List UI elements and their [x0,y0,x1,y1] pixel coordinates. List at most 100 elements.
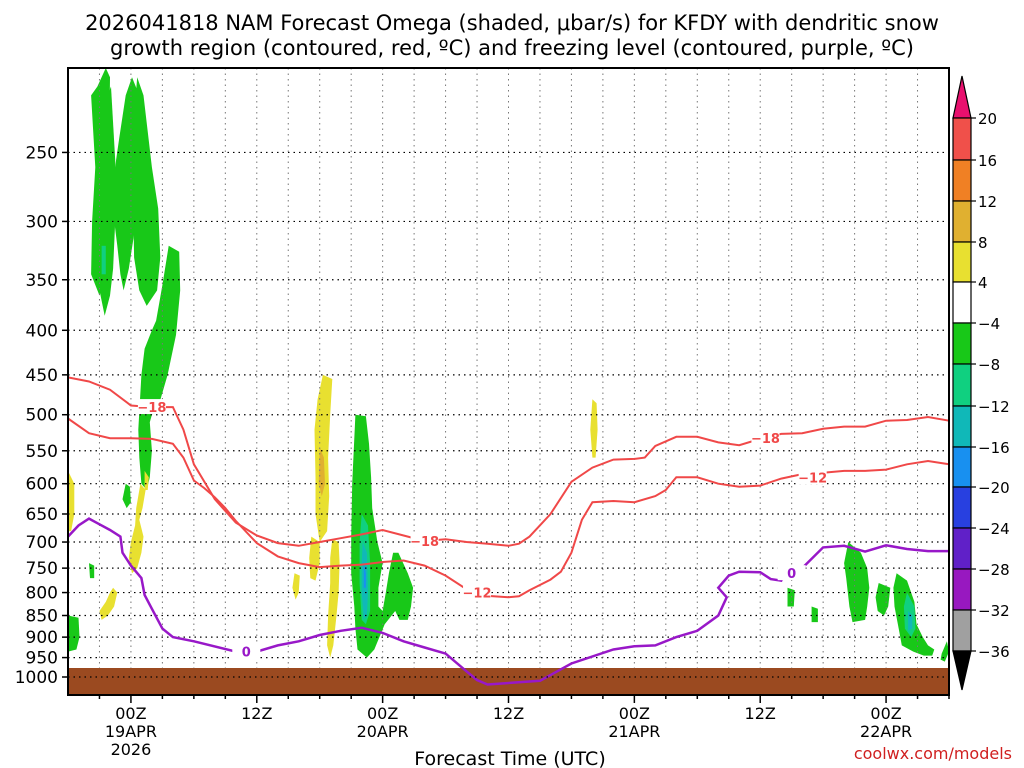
colorbar-label-11: −28 [978,561,1010,579]
dgz-upper-contour [67,376,950,547]
y-tick-650: 650 [26,505,58,525]
dgz-label-1-bg [137,399,166,415]
y-tick-600: 600 [26,475,58,495]
dgz-label-4-bg [751,430,780,446]
x-tick-date-6: 22APR [860,722,912,741]
x-tick-date-0: 19APR [105,722,157,741]
omega-region-1 [111,77,140,291]
colorbar: 20 16 12 8 4 −4 −8 −12 −16 −20 −24 −28 −32 −36 [952,75,1010,691]
colorbar-label-12: −32 [978,602,1010,620]
omega-region-9 [787,587,795,607]
dgz-label-5: −12 [798,471,827,486]
y-tick-850: 850 [26,607,58,627]
chart-subtitle: growth region (contoured, red, ºC) and f… [110,36,914,60]
omega-region-7 [89,563,95,579]
y-tick-400: 400 [26,321,58,341]
colorbar-swatch-5 [952,322,972,365]
credit-text: coolwx.com/models [854,744,1012,763]
y-tick-500: 500 [26,406,58,426]
omega-region-17 [101,245,106,275]
colorbar-bottom-arrow [952,650,972,691]
y-tick-450: 450 [26,366,58,386]
freezing-label-1: 0 [242,646,251,661]
colorbar-label-9: −20 [978,479,1010,497]
x-tick-date-4: 21APR [608,722,660,741]
colorbar-swatch-9 [952,486,972,529]
omega-region-6 [122,483,131,509]
surface-terrain [68,668,949,695]
x-tick-1: 12Z [241,704,272,723]
colorbar-label-4: 4 [978,274,988,292]
colorbar-swatch-1 [952,159,972,202]
y-tick-300: 300 [26,212,58,232]
dgz-label-2: −18 [410,535,439,550]
x-tick-0: 00Z [115,704,146,723]
y-axis: 2503003504004505005506006507007508008509… [15,143,68,688]
y-tick-800: 800 [26,584,58,604]
colorbar-swatch-0 [952,117,972,161]
omega-region-3 [133,77,161,306]
x-tick-2: 00Z [367,704,398,723]
freezing-label-2-bg [777,565,806,581]
omega-region-24 [318,447,325,497]
omega-region-26 [128,483,146,574]
x-tick-6: 00Z [870,704,901,723]
colorbar-swatch-2 [952,200,972,243]
colorbar-label-10: −24 [978,520,1010,538]
omega-shading [68,68,949,662]
chart-title: 2026041818 NAM Forecast Omega (shaded, μ… [85,11,939,35]
x-tick-5: 12Z [745,704,776,723]
y-tick-350: 350 [26,271,58,291]
x-tick-year-0: 2026 [111,740,152,759]
omega-region-14 [940,641,949,662]
dgz-label-3: −12 [463,587,492,602]
y-tick-250: 250 [26,143,58,163]
contour-lines: −18 −18 −12 −18 −12 0 0 [67,376,950,686]
omega-region-4 [138,245,181,490]
colorbar-swatch-11 [952,568,972,611]
colorbar-label-2: 12 [978,193,997,211]
colorbar-label-5: −4 [978,315,1000,333]
y-tick-950: 950 [26,649,58,669]
colorbar-label-0: 20 [978,110,997,128]
colorbar-swatch-8 [952,446,972,488]
omega-region-20 [363,563,366,588]
dgz-label-2-bg [410,532,439,548]
dgz-lower-contour [67,417,950,599]
grid-lines [68,68,950,695]
colorbar-swatch-6 [952,363,972,407]
y-tick-900: 900 [26,628,58,648]
colorbar-label-7: −12 [978,398,1010,416]
x-tick-date-2: 20APR [357,722,409,741]
omega-region-27 [144,470,149,490]
dgz-label-3-bg [463,584,492,600]
x-tick-3: 12Z [493,704,524,723]
omega-region-10 [811,606,818,623]
colorbar-swatch-12 [952,609,972,652]
freezing-label-2: 0 [787,567,796,582]
colorbar-label-13: −36 [978,643,1010,661]
omega-region-8 [68,615,80,652]
omega-region-30 [590,399,598,458]
dgz-label-5-bg [798,469,827,485]
colorbar-label-8: −16 [978,439,1010,457]
omega-region-23 [327,539,340,658]
colorbar-top-arrow [952,75,972,119]
omega-region-28 [68,470,75,532]
x-axis-label: Forecast Time (UTC) [414,748,605,768]
y-tick-750: 750 [26,559,58,579]
y-tick-550: 550 [26,442,58,462]
omega-region-11 [844,542,870,623]
colorbar-swatch-3 [952,241,972,283]
dgz-label-4: −18 [751,432,780,447]
colorbar-swatch-10 [952,527,972,570]
y-tick-700: 700 [26,533,58,553]
omega-region-2 [96,86,116,316]
omega-region-29 [99,587,118,620]
plot-area: −18 −18 −12 −18 −12 0 0 [67,67,950,696]
omega-region-22 [309,536,320,581]
y-tick-1000: 1000 [15,668,58,688]
colorbar-label-1: 16 [978,152,997,170]
